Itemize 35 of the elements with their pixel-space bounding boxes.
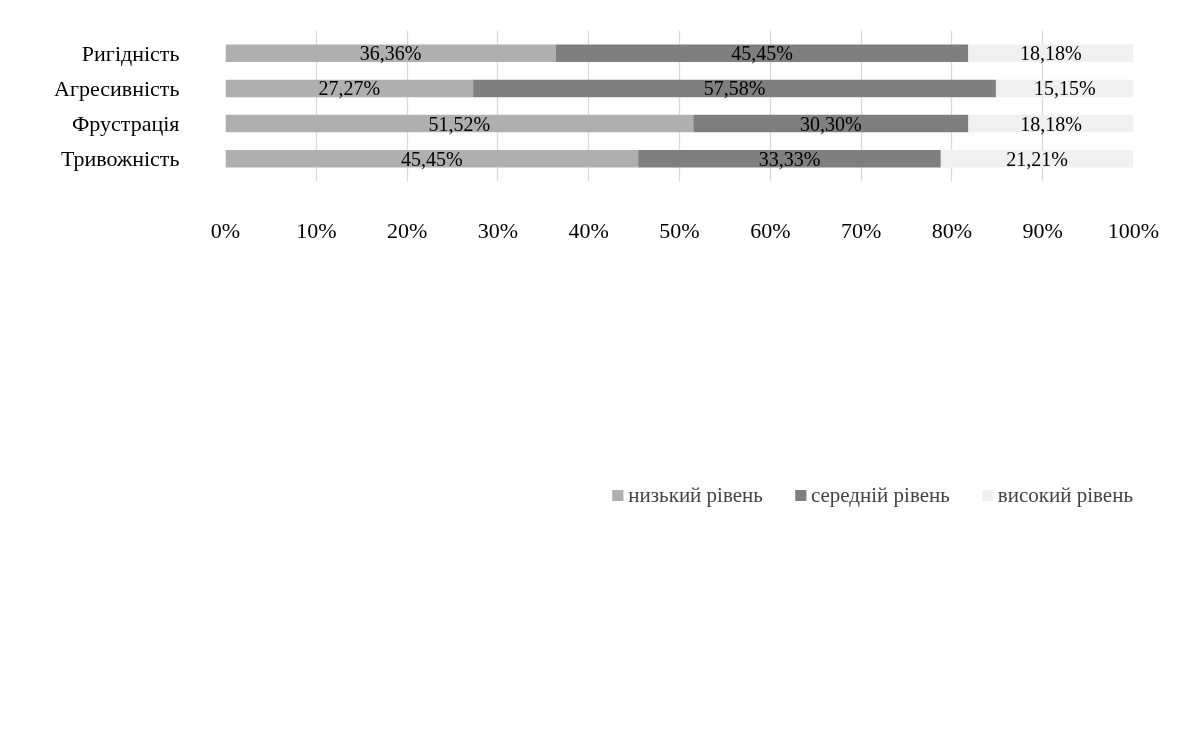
bar — [638, 149, 941, 168]
bar — [473, 79, 996, 98]
x-tick-label: 40% — [568, 217, 609, 243]
x-tick-label: 20% — [386, 217, 428, 243]
x-tick-label: 0% — [210, 217, 241, 243]
data-label: 15,15% — [1033, 77, 1096, 100]
data-label: 27,27% — [318, 77, 381, 100]
data-label: 21,21% — [1006, 147, 1068, 170]
y-tick-label: Агресивність — [54, 75, 180, 101]
y-tick-label: Фрустрація — [71, 111, 180, 137]
x-tick-label: 100% — [1107, 217, 1160, 243]
x-tick-label: 80% — [931, 217, 973, 243]
x-tick-label: 70% — [840, 217, 882, 243]
data-label: 30,30% — [800, 112, 862, 135]
bar — [225, 114, 694, 133]
data-label: 18,18% — [1020, 42, 1082, 65]
y-tick-label: Ригідність — [81, 40, 180, 66]
x-tick-label: 60% — [750, 217, 791, 243]
data-label: 45,45% — [401, 147, 463, 170]
data-label: 57,58% — [703, 77, 766, 100]
x-tick-label: 30% — [477, 217, 519, 243]
data-label: 18,18% — [1020, 112, 1082, 135]
legend-label: високий рівень — [997, 482, 1133, 508]
data-label: 45,45% — [731, 42, 793, 65]
y-tick-label: Тривожність — [60, 146, 180, 172]
bar — [225, 149, 639, 168]
x-tick-label: 90% — [1022, 217, 1063, 243]
x-tick-label: 50% — [659, 217, 700, 243]
x-tick-label: 10% — [296, 217, 337, 243]
data-label: 33,33% — [758, 147, 821, 170]
legend-label: середній рівень — [810, 482, 950, 508]
bar — [555, 44, 969, 63]
data-label: 51,52% — [428, 112, 491, 135]
legend-label: низький рівень — [628, 482, 763, 508]
data-label: 36,36% — [359, 42, 422, 65]
